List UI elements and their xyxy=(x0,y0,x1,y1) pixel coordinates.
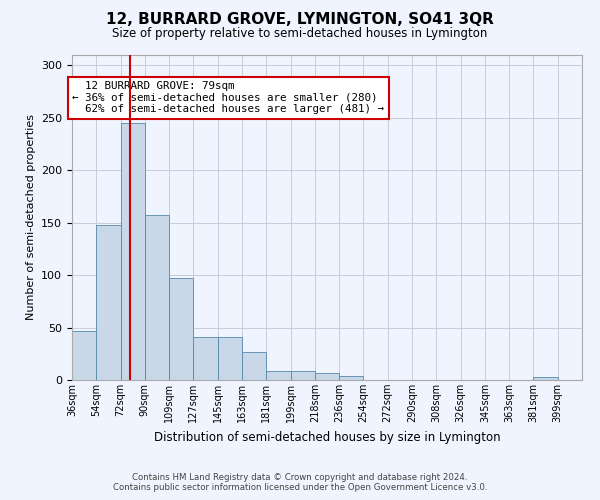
Y-axis label: Number of semi-detached properties: Number of semi-detached properties xyxy=(26,114,35,320)
Bar xyxy=(96,225,121,380)
Bar xyxy=(290,370,315,380)
Bar xyxy=(72,330,96,380)
X-axis label: Distribution of semi-detached houses by size in Lymington: Distribution of semi-detached houses by … xyxy=(154,430,500,444)
Bar xyxy=(121,123,145,380)
Bar xyxy=(533,377,558,380)
Bar xyxy=(145,216,169,380)
Bar xyxy=(339,376,364,380)
Bar xyxy=(266,370,290,380)
Bar xyxy=(218,337,242,380)
Bar xyxy=(193,337,218,380)
Bar xyxy=(242,352,266,380)
Bar xyxy=(315,372,339,380)
Text: 12, BURRARD GROVE, LYMINGTON, SO41 3QR: 12, BURRARD GROVE, LYMINGTON, SO41 3QR xyxy=(106,12,494,28)
Text: Contains HM Land Registry data © Crown copyright and database right 2024.
Contai: Contains HM Land Registry data © Crown c… xyxy=(113,473,487,492)
Text: 12 BURRARD GROVE: 79sqm
← 36% of semi-detached houses are smaller (280)
  62% of: 12 BURRARD GROVE: 79sqm ← 36% of semi-de… xyxy=(73,81,385,114)
Bar xyxy=(169,278,193,380)
Text: Size of property relative to semi-detached houses in Lymington: Size of property relative to semi-detach… xyxy=(112,28,488,40)
